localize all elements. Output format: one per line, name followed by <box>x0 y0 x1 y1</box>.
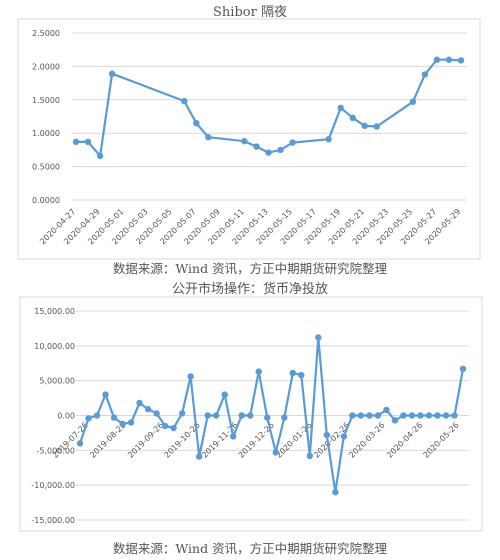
injection-y-tick-label: -5,000.00 <box>36 446 75 455</box>
injection-data-point <box>417 412 424 419</box>
injection-data-point <box>85 415 92 422</box>
shibor-y-tick-label: 2.0000 <box>32 62 60 71</box>
injection-data-point <box>408 412 416 419</box>
injection-plot-frame <box>19 296 483 532</box>
shibor-data-point <box>421 71 429 78</box>
injection-data-point <box>451 412 458 419</box>
injection-data-point <box>315 334 322 341</box>
shibor-data-point <box>193 119 200 127</box>
injection-data-point <box>153 410 160 417</box>
injection-data-point <box>93 412 101 419</box>
injection-data-point <box>434 412 441 419</box>
source-note-shibor: 数据来源：Wind 资讯，方正中期期货研究院整理 <box>112 261 388 276</box>
injection-data-point <box>349 412 356 419</box>
shibor-y-tick-label: 0.0000 <box>32 196 60 205</box>
injection-data-point <box>230 433 237 440</box>
shibor-data-point <box>265 149 272 156</box>
shibor-data-point <box>457 57 465 64</box>
shibor-data-point <box>108 70 116 77</box>
shibor-data-point <box>72 138 80 146</box>
injection-data-point <box>391 417 399 424</box>
injection-data-point <box>144 406 152 413</box>
injection-data-point <box>366 412 373 419</box>
injection-data-point <box>76 440 84 447</box>
injection-data-point <box>272 449 279 456</box>
shibor-data-point <box>241 138 248 145</box>
shibor-y-tick-label: 1.5000 <box>32 96 60 105</box>
injection-data-point <box>306 452 313 460</box>
injection-data-point <box>442 412 450 419</box>
injection-y-tick-label: 5,000.00 <box>39 377 75 386</box>
shibor-data-point <box>337 104 344 112</box>
injection-data-point <box>289 369 296 377</box>
injection-x-tick-label: 2019-09-26 <box>126 421 165 460</box>
shibor-data-point <box>181 97 188 105</box>
injection-data-point <box>323 431 331 439</box>
shibor-data-point <box>409 98 417 106</box>
chart-title-shibor: Shibor 隔夜 <box>213 5 287 20</box>
injection-data-point <box>110 414 118 421</box>
injection-data-point <box>298 371 305 379</box>
injection-y-tick-label: 0.00 <box>57 412 75 421</box>
shibor-y-tick-label: 1.0000 <box>32 129 60 138</box>
injection-series-line <box>78 336 465 494</box>
shibor-data-point <box>433 56 441 63</box>
injection-data-point <box>383 406 390 414</box>
injection-data-point <box>136 399 143 407</box>
shibor-data-point <box>325 136 332 143</box>
injection-data-point <box>255 368 262 375</box>
injection-data-point <box>187 373 194 380</box>
injection-data-point <box>459 365 467 373</box>
injection-data-point <box>281 414 288 421</box>
injection-data-point <box>357 412 365 419</box>
injection-y-tick-label: -10,000.00 <box>31 481 75 490</box>
shibor-series-line <box>76 58 462 157</box>
shibor-data-point <box>373 123 380 130</box>
chart-shibor-overnight: 0.00000.50001.00001.50002.00002.50002020… <box>17 18 481 260</box>
injection-x-tick-label: 2020-05-26 <box>422 421 461 460</box>
shibor-data-point <box>277 146 284 154</box>
shibor-data-point <box>205 134 212 141</box>
injection-data-point <box>264 414 271 421</box>
injection-y-tick-label: 15,000.00 <box>34 307 75 316</box>
injection-y-tick-label: 10,000.00 <box>34 342 75 351</box>
shibor-data-point <box>349 114 356 122</box>
shibor-plot-frame <box>17 18 481 260</box>
shibor-data-point <box>84 138 92 146</box>
injection-data-point <box>247 412 254 419</box>
shibor-data-point <box>289 139 296 146</box>
injection-data-point <box>161 422 169 430</box>
injection-data-point <box>400 412 407 419</box>
shibor-y-tick-label: 2.5000 <box>32 29 60 38</box>
injection-data-point <box>127 419 135 426</box>
source-note-net-injection: 数据来源：Wind 资讯，方正中期期货研究院整理 <box>112 541 388 556</box>
injection-x-tick-label: 2020-04-26 <box>385 421 424 460</box>
injection-data-point <box>374 412 382 419</box>
shibor-data-point <box>253 143 260 150</box>
chart-net-money-injection: -15,000.00 -10,000.00 -5,000.00 0.00 5,000.0… <box>19 296 483 532</box>
chart-title-net-injection: 公开市场操作：货币净投放 <box>171 282 328 297</box>
injection-data-point <box>102 391 109 398</box>
shibor-data-point <box>445 56 453 63</box>
injection-y-tick-label: -15,000.00 <box>31 516 75 525</box>
injection-data-point <box>195 453 203 460</box>
injection-data-point <box>204 412 211 419</box>
injection-data-point <box>425 412 433 419</box>
shibor-y-tick-label: 0.5000 <box>32 163 60 172</box>
shibor-data-point <box>96 152 104 160</box>
shibor-data-point <box>361 122 368 130</box>
injection-data-point <box>221 391 228 398</box>
injection-data-point <box>340 433 348 440</box>
injection-data-point <box>170 424 177 432</box>
injection-x-tick-label: 2020-03-26 <box>347 421 386 460</box>
injection-data-point <box>238 412 245 419</box>
injection-data-point <box>178 410 186 417</box>
injection-data-point <box>212 412 220 419</box>
injection-x-tick-label: 2020-02-26 <box>312 421 351 460</box>
injection-data-point <box>119 420 126 428</box>
injection-data-point <box>332 488 339 496</box>
